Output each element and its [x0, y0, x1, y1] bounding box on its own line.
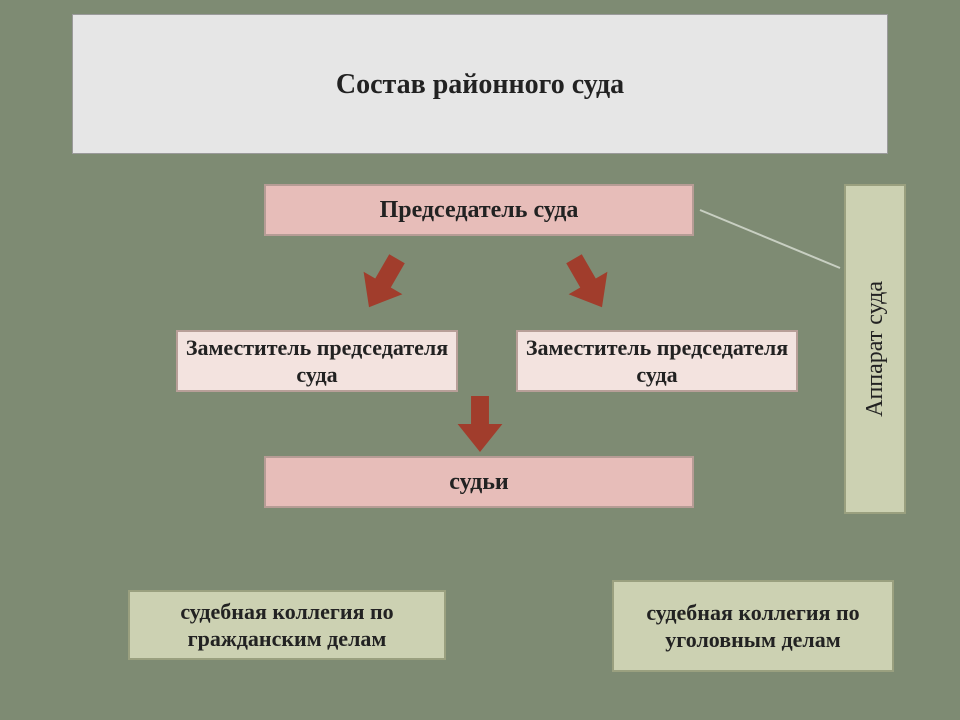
- node-collegium-civil: судебная коллегия по гражданским делам: [128, 590, 446, 660]
- arrow-down-right-icon: [546, 239, 629, 328]
- node-chairman: Председатель суда: [264, 184, 694, 236]
- node-apparatus-label: Аппарат суда: [860, 281, 890, 417]
- node-apparatus: Аппарат суда: [844, 184, 906, 514]
- arrow-down-left-icon: [341, 239, 424, 328]
- node-deputy-left: Заместитель председателя суда: [176, 330, 458, 392]
- node-collegium-civil-label: судебная коллегия по гражданским делам: [136, 598, 438, 653]
- node-judges: судьи: [264, 456, 694, 508]
- node-judges-label: судьи: [449, 467, 508, 497]
- diagram-canvas: Состав районного суда Председатель суда …: [0, 0, 960, 720]
- node-deputy-right: Заместитель председателя суда: [516, 330, 798, 392]
- title-text: Состав районного суда: [336, 67, 624, 102]
- node-deputy-right-label: Заместитель председателя суда: [524, 334, 790, 389]
- node-chairman-label: Председатель суда: [380, 195, 579, 225]
- node-collegium-criminal: судебная коллегия по уголовным делам: [612, 580, 894, 672]
- node-collegium-criminal-label: судебная коллегия по уголовным делам: [620, 599, 886, 654]
- arrow-down-icon: [452, 394, 508, 454]
- node-deputy-left-label: Заместитель председателя суда: [184, 334, 450, 389]
- title-box: Состав районного суда: [72, 14, 888, 154]
